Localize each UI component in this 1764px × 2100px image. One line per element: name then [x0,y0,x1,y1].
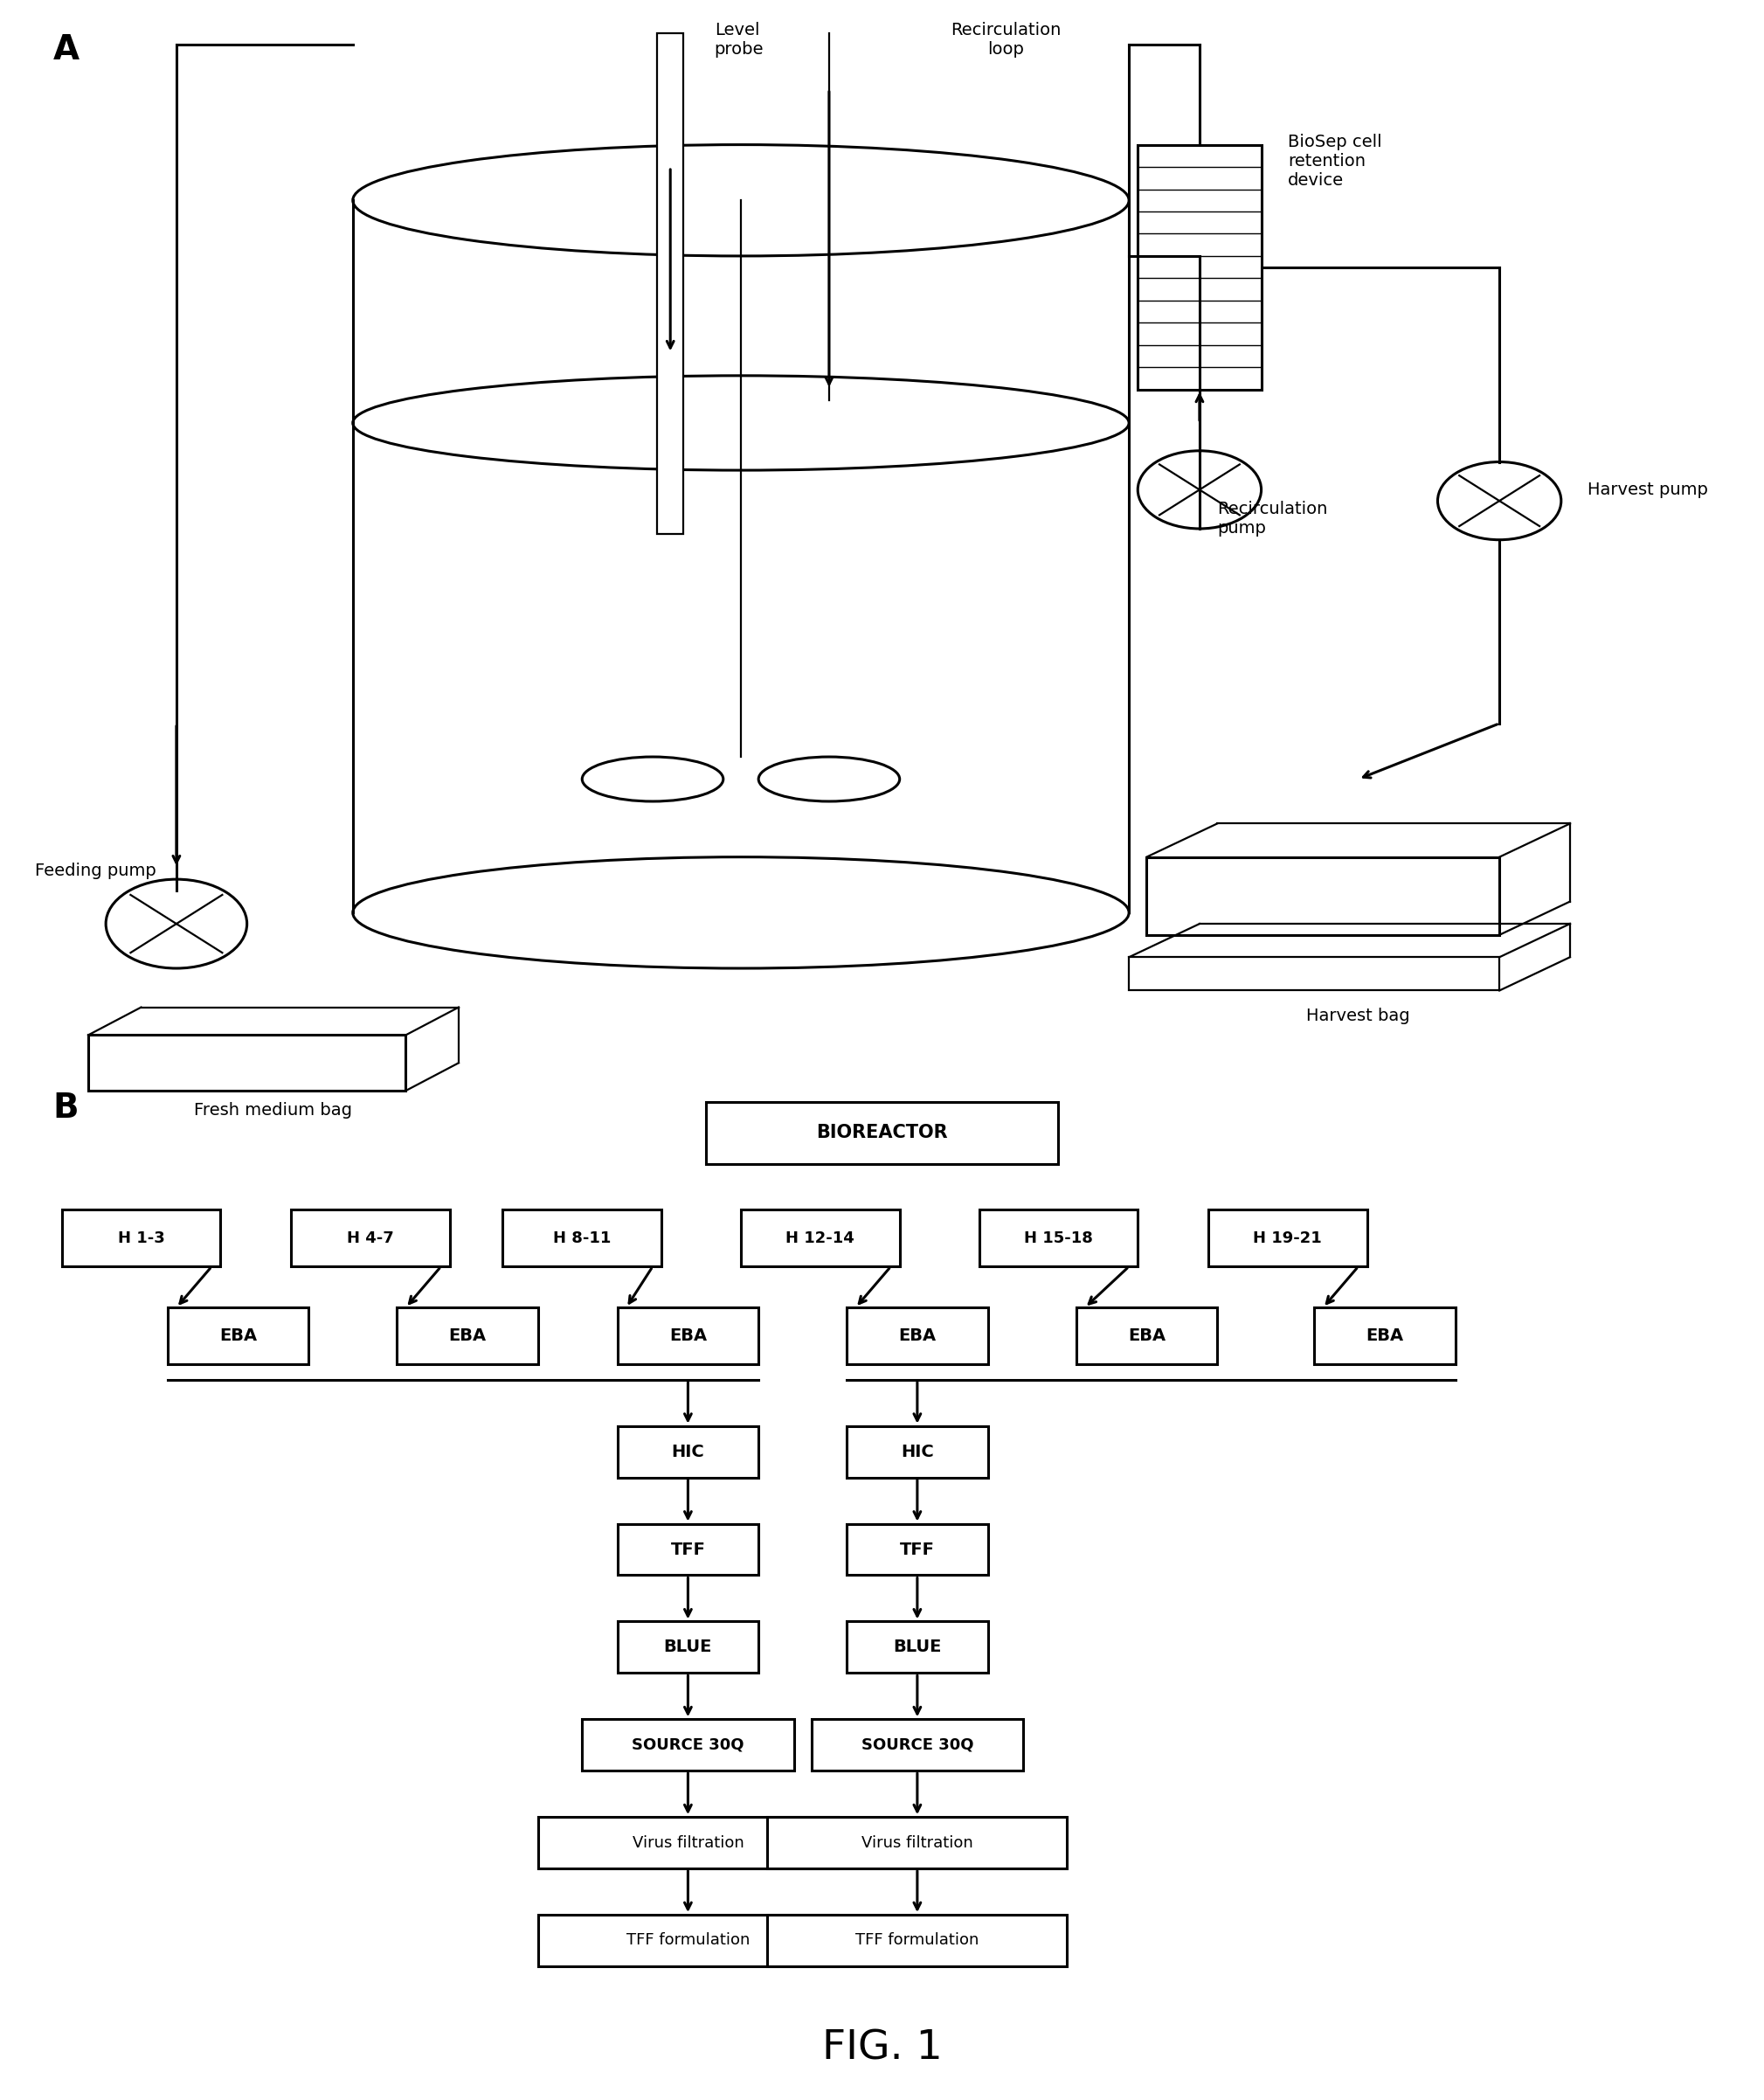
FancyBboxPatch shape [503,1210,662,1266]
Text: EBA: EBA [1365,1327,1404,1344]
FancyBboxPatch shape [847,1525,988,1575]
Text: Level
probe: Level probe [714,23,764,59]
FancyBboxPatch shape [847,1621,988,1674]
Text: A: A [53,34,79,67]
FancyBboxPatch shape [767,1816,1067,1869]
Text: Feeding pump: Feeding pump [35,863,157,880]
Text: EBA: EBA [898,1327,937,1344]
FancyBboxPatch shape [397,1308,538,1365]
FancyBboxPatch shape [741,1210,900,1266]
Text: Recirculation
pump: Recirculation pump [1217,502,1328,538]
Text: H 1-3: H 1-3 [118,1231,164,1245]
Text: BIOREACTOR: BIOREACTOR [817,1124,947,1142]
Text: EBA: EBA [1127,1327,1166,1344]
FancyBboxPatch shape [88,1035,406,1090]
FancyBboxPatch shape [1147,857,1499,935]
FancyBboxPatch shape [291,1210,450,1266]
FancyBboxPatch shape [168,1308,309,1365]
Text: Fresh medium bag: Fresh medium bag [194,1102,353,1119]
Text: FIG. 1: FIG. 1 [822,2029,942,2068]
FancyBboxPatch shape [1314,1308,1455,1365]
FancyBboxPatch shape [658,34,684,533]
Text: TFF: TFF [900,1541,935,1558]
Text: EBA: EBA [219,1327,258,1344]
Text: B: B [53,1092,79,1126]
Text: TFF: TFF [670,1541,706,1558]
FancyBboxPatch shape [847,1308,988,1365]
FancyBboxPatch shape [617,1426,759,1478]
Text: BioSep cell
retention
device: BioSep cell retention device [1288,134,1381,189]
Text: BLUE: BLUE [893,1638,942,1655]
Text: H 19-21: H 19-21 [1252,1231,1323,1245]
Text: H 12-14: H 12-14 [785,1231,856,1245]
FancyBboxPatch shape [1138,145,1261,388]
Text: Harvest bag: Harvest bag [1307,1008,1409,1025]
Text: Harvest pump: Harvest pump [1588,481,1708,498]
Text: BLUE: BLUE [663,1638,713,1655]
Text: TFF formulation: TFF formulation [856,1932,979,1949]
Text: HIC: HIC [672,1443,704,1459]
FancyBboxPatch shape [847,1426,988,1478]
Text: SOURCE 30Q: SOURCE 30Q [632,1737,744,1754]
FancyBboxPatch shape [617,1525,759,1575]
FancyBboxPatch shape [1076,1308,1217,1365]
FancyBboxPatch shape [62,1210,220,1266]
FancyBboxPatch shape [979,1210,1138,1266]
Text: TFF formulation: TFF formulation [626,1932,750,1949]
FancyBboxPatch shape [617,1621,759,1674]
FancyBboxPatch shape [767,1915,1067,1966]
FancyBboxPatch shape [582,1720,794,1770]
FancyBboxPatch shape [811,1720,1023,1770]
FancyBboxPatch shape [1208,1210,1367,1266]
FancyBboxPatch shape [617,1308,759,1365]
Text: H 4-7: H 4-7 [348,1231,393,1245]
Text: Recirculation
loop: Recirculation loop [951,23,1060,59]
FancyBboxPatch shape [706,1102,1058,1163]
Text: H 15-18: H 15-18 [1023,1231,1094,1245]
Text: HIC: HIC [901,1443,933,1459]
FancyBboxPatch shape [538,1915,838,1966]
Text: EBA: EBA [448,1327,487,1344]
Text: EBA: EBA [669,1327,707,1344]
Text: H 8-11: H 8-11 [554,1231,610,1245]
Text: SOURCE 30Q: SOURCE 30Q [861,1737,974,1754]
Text: Virus filtration: Virus filtration [632,1835,744,1850]
FancyBboxPatch shape [1129,958,1499,991]
FancyBboxPatch shape [538,1816,838,1869]
Text: Virus filtration: Virus filtration [861,1835,974,1850]
